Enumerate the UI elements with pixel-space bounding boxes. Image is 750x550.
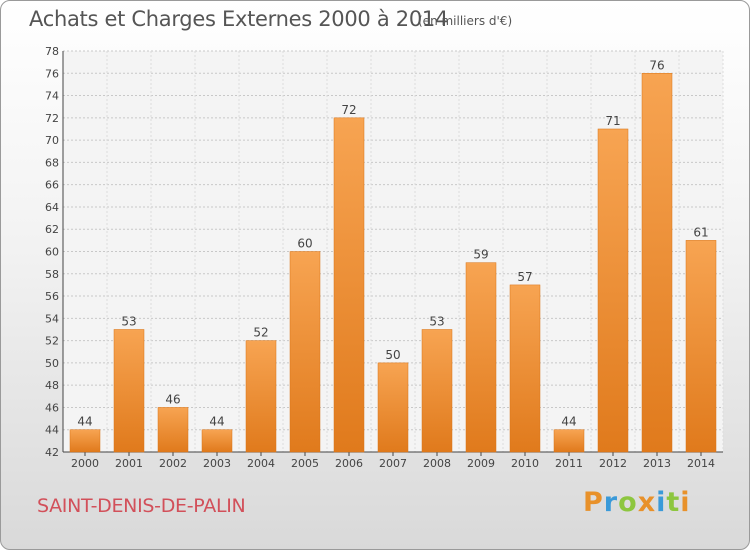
x-tick-label: 2002 [159,457,187,470]
y-tick-label: 64 [45,201,59,214]
x-tick-label: 2014 [687,457,715,470]
logo-letter: t [666,487,681,518]
bar [641,73,673,453]
bar-value-label: 44 [77,415,92,429]
bar-value-label: 53 [429,314,444,328]
y-tick-label: 74 [45,90,59,103]
logo-letter: x [637,487,657,518]
bar-value-label: 60 [297,237,312,251]
chart-unit-note: (en milliers d'€) [418,14,513,28]
bar-value-label: 46 [165,392,180,406]
y-tick-label: 70 [45,134,59,147]
x-tick-label: 2011 [555,457,583,470]
y-tick-label: 42 [45,446,59,459]
bar [157,407,189,453]
y-tick-label: 56 [45,290,59,303]
bar [509,284,541,453]
bar [377,362,409,453]
bar-value-label: 61 [693,225,708,239]
y-tick-label: 62 [45,223,59,236]
bar-value-label: 59 [473,248,488,262]
x-tick-label: 2005 [291,457,319,470]
x-tick-label: 2008 [423,457,451,470]
y-tick-label: 46 [45,401,59,414]
y-tick-label: 54 [45,312,59,325]
bar-value-label: 72 [341,103,356,117]
bar [421,329,453,453]
logo-letter: o [618,487,638,518]
bar-value-label: 52 [253,326,268,340]
y-tick-label: 76 [45,67,59,80]
bar-value-label: 57 [517,270,532,284]
x-tick-label: 2001 [115,457,143,470]
place-name: SAINT-DENIS-DE-PALIN [37,495,246,517]
bar-value-label: 50 [385,348,400,362]
x-tick-label: 2009 [467,457,495,470]
y-tick-label: 48 [45,379,59,392]
x-tick-label: 2010 [511,457,539,470]
y-tick-label: 60 [45,246,59,259]
bar [69,429,101,453]
bar-value-label: 44 [561,415,576,429]
bar [289,251,321,453]
x-tick-label: 2003 [203,457,231,470]
bar [553,429,585,453]
y-tick-label: 68 [45,156,59,169]
y-tick-label: 52 [45,335,59,348]
chart-title: Achats et Charges Externes 2000 à 2014 [29,7,449,31]
logo-letter: i [680,487,691,518]
x-tick-label: 2006 [335,457,363,470]
bar [113,329,145,453]
y-tick-label: 58 [45,268,59,281]
y-tick-label: 50 [45,357,59,370]
bar [685,240,717,453]
bar-value-label: 76 [649,58,664,72]
x-tick-label: 2007 [379,457,407,470]
bar [201,429,233,453]
y-tick-label: 72 [45,112,59,125]
logo-letter: i [656,487,667,518]
bar [465,262,497,453]
x-tick-label: 2012 [599,457,627,470]
proxiti-logo: Proxiti [583,487,691,518]
bar-value-label: 71 [605,114,620,128]
logo-letter: P [583,487,604,518]
y-tick-label: 78 [45,45,59,58]
y-tick-label: 44 [45,424,59,437]
bar [333,117,365,453]
logo-letter: r [603,487,619,518]
y-tick-label: 66 [45,179,59,192]
x-tick-label: 2013 [643,457,671,470]
bar-value-label: 44 [209,415,224,429]
x-tick-label: 2000 [71,457,99,470]
x-tick-label: 2004 [247,457,275,470]
bar [597,128,629,453]
bar-value-label: 53 [121,314,136,328]
bar [245,340,277,453]
